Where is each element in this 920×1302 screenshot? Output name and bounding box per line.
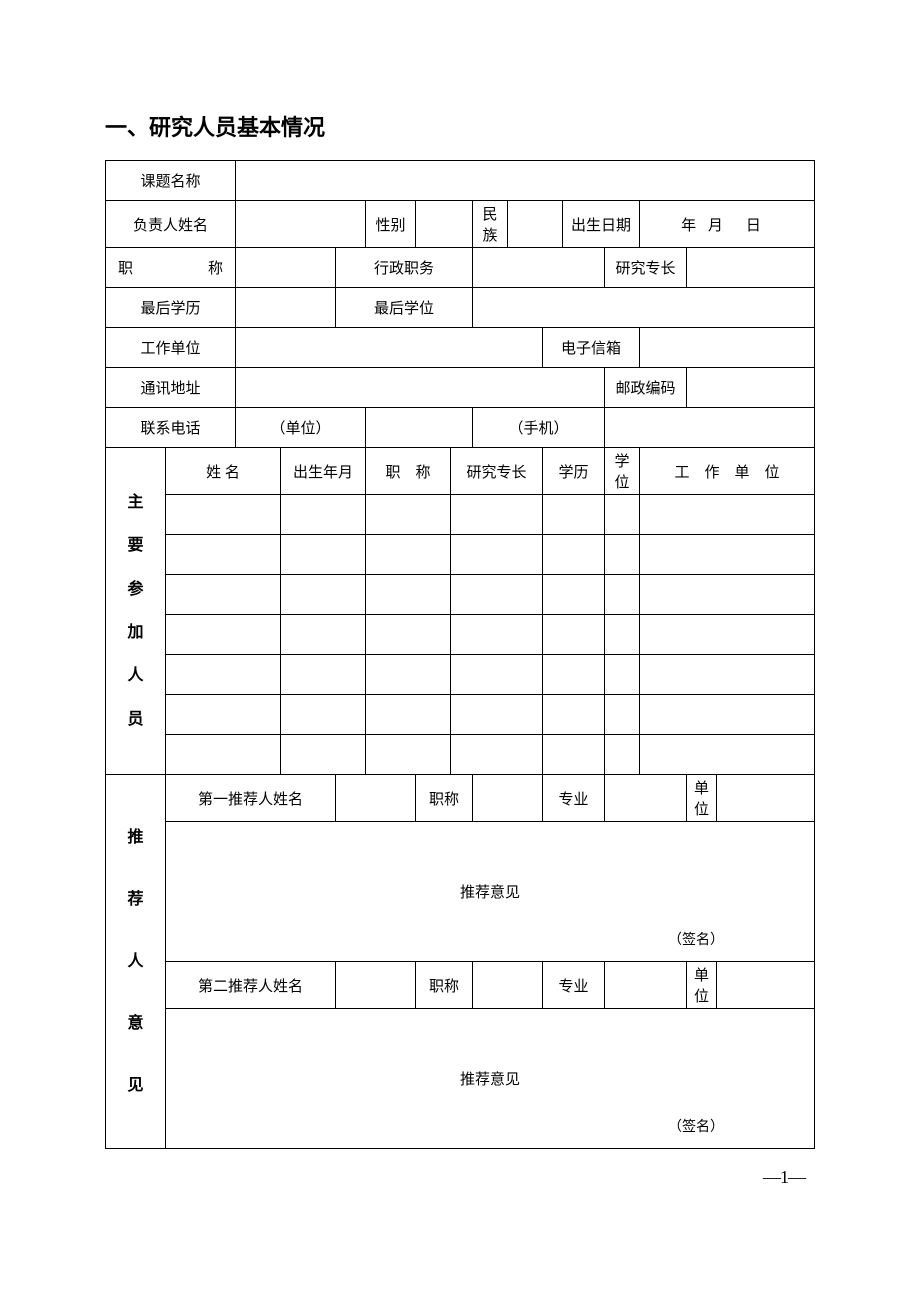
value-rec2-title[interactable] [473, 962, 543, 1009]
label-last-degree: 最后学位 [336, 288, 473, 328]
label-research-spec: 研究专长 [605, 248, 687, 288]
form-table: 课题名称 负责人姓名 性别 民族 出生日期 年 月 日 职称 行政职务 研究专长… [105, 160, 815, 1149]
label-mobile: （手机） [473, 408, 605, 448]
label-leader-name: 负责人姓名 [106, 201, 236, 248]
label-rec1-unit: 单位 [687, 775, 717, 822]
value-mobile[interactable] [605, 408, 815, 448]
mh-degree: 学位 [605, 448, 640, 495]
label-unit-phone: （单位） [236, 408, 366, 448]
label-rec1-major: 专业 [543, 775, 605, 822]
value-rec1-title[interactable] [473, 775, 543, 822]
value-gender[interactable] [416, 201, 473, 248]
label-title: 职称 [106, 248, 236, 288]
label-rec2-unit: 单位 [687, 962, 717, 1009]
value-last-edu[interactable] [236, 288, 336, 328]
label-postcode: 邮政编码 [605, 368, 687, 408]
value-rec2-major[interactable] [605, 962, 687, 1009]
label-rec2-name: 第二推荐人姓名 [166, 962, 336, 1009]
page-number: —1— [105, 1167, 815, 1188]
value-rec1-major[interactable] [605, 775, 687, 822]
mh-title: 职 称 [366, 448, 451, 495]
mh-unit: 工 作 单 位 [640, 448, 815, 495]
label-birth-date: 出生日期 [563, 201, 640, 248]
table-row[interactable] [166, 495, 281, 535]
label-signature: （签名） [668, 929, 724, 949]
mh-birth: 出生年月 [281, 448, 366, 495]
label-email: 电子信箱 [543, 328, 640, 368]
value-unit-phone[interactable] [366, 408, 473, 448]
value-project-name[interactable] [236, 161, 815, 201]
label-admin-post: 行政职务 [336, 248, 473, 288]
table-row[interactable] [166, 535, 281, 575]
label-last-edu: 最后学历 [106, 288, 236, 328]
label-ethnicity: 民族 [473, 201, 508, 248]
label-members-vertical: 主要参加人员 [106, 448, 166, 775]
value-rec1-name[interactable] [336, 775, 416, 822]
mh-edu: 学历 [543, 448, 605, 495]
value-leader-name[interactable] [236, 201, 366, 248]
label-address: 通讯地址 [106, 368, 236, 408]
rec1-opinion-area[interactable]: 推荐意见 （签名） [166, 822, 815, 962]
label-rec2-major: 专业 [543, 962, 605, 1009]
table-row[interactable] [166, 735, 281, 775]
value-last-degree[interactable] [473, 288, 815, 328]
value-address[interactable] [236, 368, 605, 408]
rec2-opinion-area[interactable]: 推荐意见 （签名） [166, 1009, 815, 1149]
label-project-name: 课题名称 [106, 161, 236, 201]
value-work-unit[interactable] [236, 328, 543, 368]
section-title: 一、研究人员基本情况 [105, 110, 815, 142]
label-rec-vertical: 推荐人意见 [106, 775, 166, 1149]
label-rec-opinion: 推荐意见 [460, 885, 520, 901]
table-row[interactable] [166, 615, 281, 655]
value-admin-post[interactable] [473, 248, 605, 288]
label-work-unit: 工作单位 [106, 328, 236, 368]
table-row[interactable] [166, 655, 281, 695]
table-row[interactable] [166, 695, 281, 735]
table-row[interactable] [166, 575, 281, 615]
label-rec1-title: 职称 [416, 775, 473, 822]
value-postcode[interactable] [687, 368, 815, 408]
label-gender: 性别 [366, 201, 416, 248]
value-rec2-unit[interactable] [717, 962, 815, 1009]
label-rec1-name: 第一推荐人姓名 [166, 775, 336, 822]
label-rec2-title: 职称 [416, 962, 473, 1009]
value-rec1-unit[interactable] [717, 775, 815, 822]
value-title[interactable] [236, 248, 336, 288]
value-rec2-name[interactable] [336, 962, 416, 1009]
label-phone: 联系电话 [106, 408, 236, 448]
mh-name: 姓 名 [166, 448, 281, 495]
value-research-spec[interactable] [687, 248, 815, 288]
mh-spec: 研究专长 [451, 448, 543, 495]
value-email[interactable] [640, 328, 815, 368]
value-birth-date[interactable]: 年 月 日 [640, 201, 815, 248]
label-rec-opinion: 推荐意见 [460, 1072, 520, 1088]
value-ethnicity[interactable] [508, 201, 563, 248]
label-signature: （签名） [668, 1116, 724, 1136]
